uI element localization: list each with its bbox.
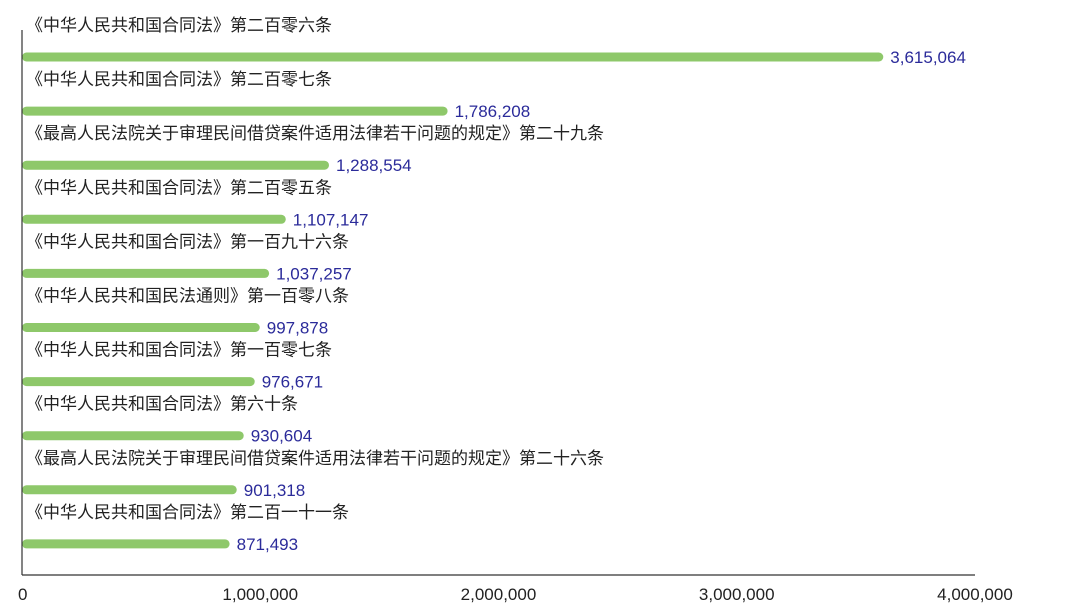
category-label: 《最高人民法院关于审理民间借贷案件适用法律若干问题的规定》第二十六条 xyxy=(26,449,604,469)
bar-row: 《中华人民共和国合同法》第二百零五条 1,107,147 xyxy=(22,178,369,229)
value-label: 901,318 xyxy=(244,481,305,500)
category-label: 《中华人民共和国合同法》第二百一十一条 xyxy=(26,503,349,523)
x-tick-label: 3,000,000 xyxy=(699,585,775,604)
x-tick-label: 0 xyxy=(18,585,27,604)
value-label: 976,671 xyxy=(262,373,323,392)
x-tick-label: 2,000,000 xyxy=(461,585,537,604)
x-axis: 0 1,000,000 2,000,000 3,000,000 4,000,000 xyxy=(18,30,1013,604)
category-label: 《中华人民共和国合同法》第二百零七条 xyxy=(26,70,332,90)
bar-row: 《最高人民法院关于审理民间借贷案件适用法律若干问题的规定》第二十六条 901,31… xyxy=(22,449,604,500)
value-label: 871,493 xyxy=(237,535,298,554)
bar-row: 《中华人民共和国合同法》第二百零七条 1,786,208 xyxy=(22,70,531,121)
x-tick-label: 4,000,000 xyxy=(937,585,1013,604)
bar-row: 《中华人民共和国合同法》第一百零七条 976,671 xyxy=(22,341,332,392)
bars-layer: 《中华人民共和国合同法》第二百零六条3,615,064《中华人民共和国合同法》第… xyxy=(22,16,966,554)
bar-row: 《中华人民共和国合同法》第二百一十一条 871,493 xyxy=(22,503,349,554)
category-label: 《中华人民共和国合同法》第一百九十六条 xyxy=(26,232,349,252)
x-tick-label: 1,000,000 xyxy=(222,585,298,604)
category-label: 《中华人民共和国合同法》第六十条 xyxy=(26,395,298,415)
category-label: 《中华人民共和国民法通则》第一百零八条 xyxy=(26,287,349,307)
category-label: 《中华人民共和国合同法》第二百零五条 xyxy=(26,178,332,198)
category-label: 《最高人民法院关于审理民间借贷案件适用法律若干问题的规定》第二十九条 xyxy=(26,124,604,144)
value-label: 1,786,208 xyxy=(455,102,531,121)
category-label: 《中华人民共和国合同法》第一百零七条 xyxy=(26,341,332,361)
value-label: 930,604 xyxy=(251,427,312,446)
value-label: 997,878 xyxy=(267,319,328,338)
value-label: 1,288,554 xyxy=(336,156,412,175)
bar-row: 《中华人民共和国合同法》第二百零六条 3,615,064 xyxy=(22,16,966,67)
value-label: 1,107,147 xyxy=(293,210,369,229)
bar-row: 《中华人民共和国合同法》第一百九十六条 1,037,257 xyxy=(22,232,352,283)
bar-row: 《中华人民共和国合同法》第六十条 930,604 xyxy=(22,395,312,446)
category-label: 《中华人民共和国合同法》第二百零六条 xyxy=(26,16,332,36)
bar-row: 《最高人民法院关于审理民间借贷案件适用法律若干问题的规定》第二十九条 1,288,… xyxy=(22,124,604,175)
value-label: 3,615,064 xyxy=(890,48,966,67)
value-label: 1,037,257 xyxy=(276,264,352,283)
bar-row: 《中华人民共和国民法通则》第一百零八条 997,878 xyxy=(22,287,349,338)
